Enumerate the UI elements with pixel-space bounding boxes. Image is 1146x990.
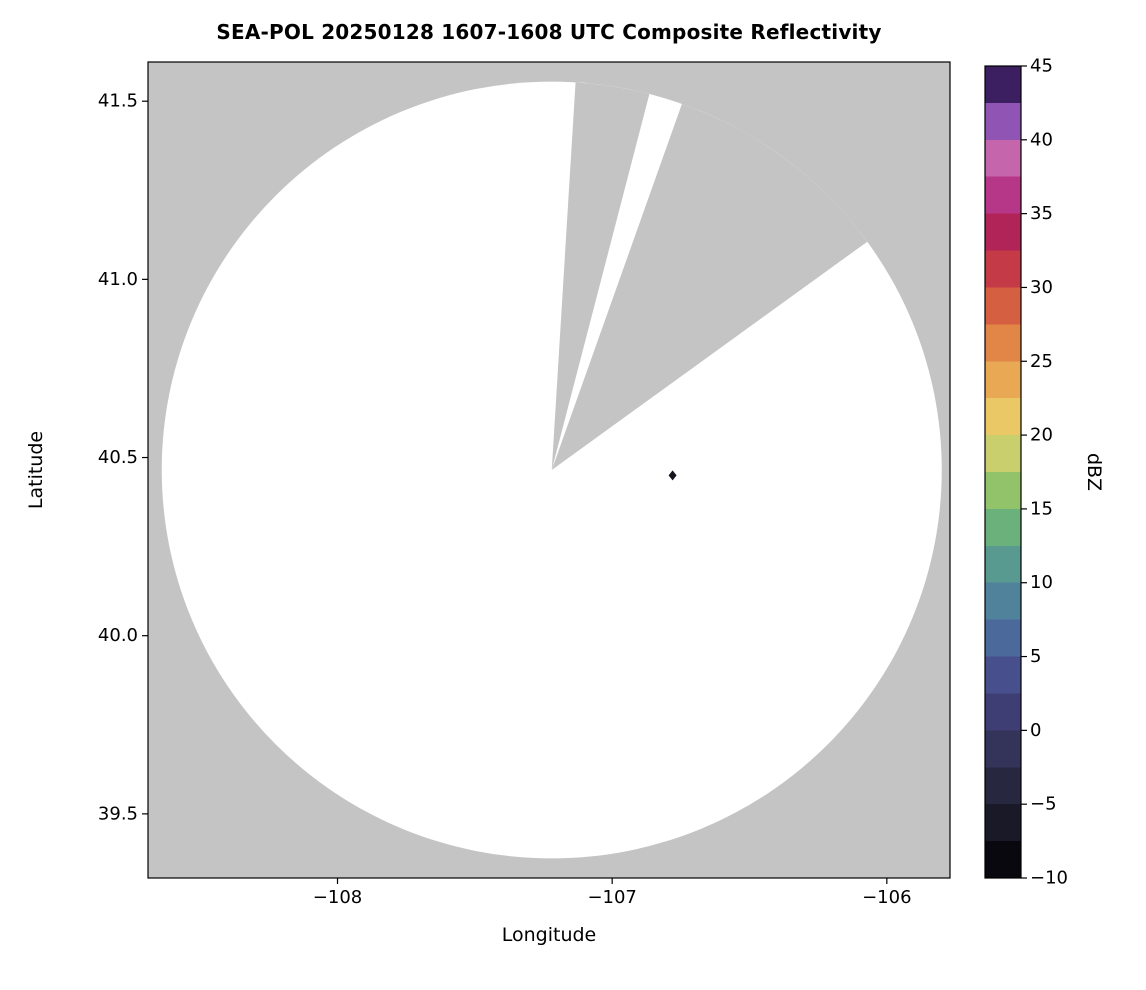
colorbar-segment — [985, 324, 1021, 362]
colorbar-segment — [985, 472, 1021, 509]
colorbar-segment — [985, 804, 1021, 842]
colorbar-segment — [985, 767, 1021, 805]
colorbar-segment — [985, 176, 1021, 214]
y-tick-label: 41.5 — [98, 91, 138, 112]
colorbar-tick-label: 15 — [1030, 498, 1053, 519]
chart-title: SEA-POL 20250128 1607-1608 UTC Composite… — [216, 20, 882, 44]
colorbar-tick-label: 35 — [1030, 203, 1053, 224]
colorbar-segment — [985, 139, 1021, 177]
colorbar-segment — [985, 361, 1021, 399]
x-tick-label: −106 — [862, 887, 911, 908]
colorbar-tick-label: 5 — [1030, 646, 1041, 667]
colorbar-label: dBZ — [1083, 452, 1105, 492]
x-tick-label: −108 — [313, 887, 362, 908]
colorbar-segment — [985, 508, 1021, 546]
colorbar-tick-label: 25 — [1030, 351, 1053, 372]
colorbar-segment — [985, 582, 1021, 620]
colorbar-frame — [984, 65, 1022, 879]
colorbar-segment — [985, 545, 1021, 583]
colorbar-segment — [985, 841, 1021, 878]
y-tick-label: 40.0 — [98, 625, 138, 646]
colorbar-segment — [985, 66, 1021, 103]
colorbar-segment — [985, 102, 1021, 140]
colorbar-segment — [985, 213, 1021, 251]
y-tick-label: 39.5 — [98, 803, 138, 824]
colorbar-tick-label: −5 — [1030, 794, 1057, 815]
y-tick-label: 40.5 — [98, 447, 138, 468]
colorbar-tick-label: 10 — [1030, 572, 1053, 593]
colorbar-segment — [985, 250, 1021, 288]
missing-data-sector — [551, 103, 868, 470]
colorbar-tick-label: −10 — [1030, 868, 1068, 889]
plot-frame — [147, 61, 951, 879]
colorbar-segment — [985, 287, 1021, 325]
y-tick-label: 41.0 — [98, 269, 138, 290]
colorbar-segment — [985, 435, 1021, 472]
x-axis-label: Longitude — [501, 924, 597, 946]
colorbar-segment — [985, 730, 1021, 768]
colorbar-tick-label: 30 — [1030, 277, 1053, 298]
x-tick-label: −107 — [587, 887, 636, 908]
colorbar-segment — [985, 619, 1021, 657]
colorbar-tick-label: 40 — [1030, 129, 1053, 150]
colorbar-segment — [985, 398, 1021, 436]
colorbar-tick-label: 20 — [1030, 425, 1053, 446]
reflectivity-echo — [668, 470, 677, 481]
y-axis-label: Latitude — [25, 430, 47, 510]
colorbar-segment — [985, 693, 1021, 731]
colorbar-tick-label: 0 — [1030, 720, 1041, 741]
missing-data-sector — [551, 82, 650, 471]
colorbar-segment — [985, 656, 1021, 694]
colorbar-tick-label: 45 — [1030, 56, 1053, 77]
